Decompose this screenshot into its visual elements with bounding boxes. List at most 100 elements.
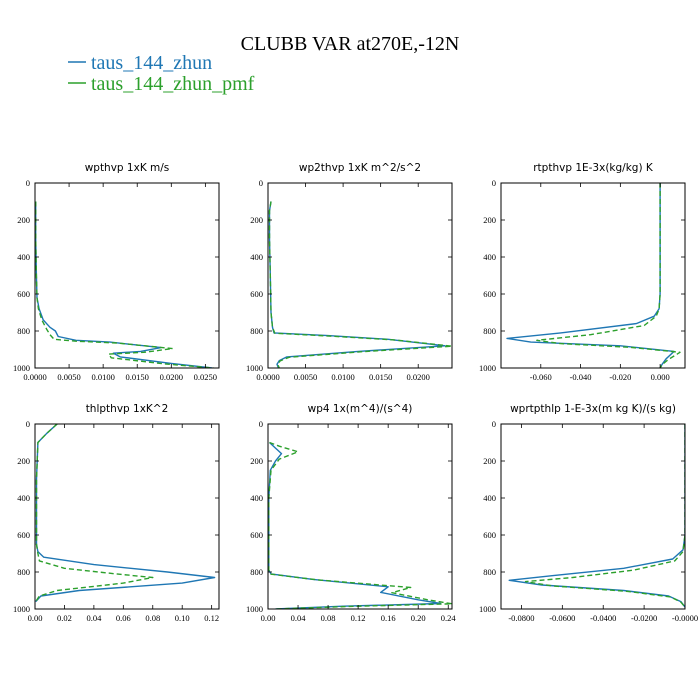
- x-tick-label: 0.000: [651, 372, 670, 382]
- y-tick-label: 400: [483, 252, 496, 262]
- series-line-2: [536, 183, 681, 368]
- y-tick-label: 800: [250, 567, 263, 577]
- y-tick-label: 200: [17, 456, 30, 466]
- chart-panel-2: wp2thvp 1xK m^2/s^2020040060080010000.00…: [246, 162, 453, 382]
- y-tick-label: 0: [259, 419, 263, 429]
- x-tick-label: 0.0050: [294, 372, 317, 382]
- plot-frame: [500, 423, 686, 610]
- figure-title: CLUBB VAR at270E,-12N: [241, 33, 460, 55]
- series-line-2: [35, 201, 214, 368]
- y-tick-label: 400: [483, 493, 496, 503]
- x-tick-label: 0.0000: [256, 372, 279, 382]
- x-tick-label: 0.0150: [369, 372, 392, 382]
- x-tick-label: 0.10: [175, 613, 190, 623]
- chart-title: wp2thvp 1xK m^2/s^2: [299, 162, 421, 174]
- series-group: [268, 441, 452, 609]
- y-tick-label: 800: [17, 567, 30, 577]
- series-line-2: [35, 424, 154, 602]
- series-group: [506, 183, 681, 368]
- legend-entry-1: taus_144_zhun: [68, 52, 212, 74]
- chart-title: thlpthvp 1xK^2: [86, 403, 169, 415]
- y-tick-label: 0: [492, 419, 496, 429]
- x-tick-label: 0.0200: [160, 372, 183, 382]
- y-tick-label: 1000: [246, 363, 263, 373]
- x-tick-label: 0.0000: [23, 372, 46, 382]
- y-tick-label: 600: [17, 530, 30, 540]
- series-line-2: [268, 201, 452, 368]
- y-tick-label: 1000: [13, 363, 30, 373]
- series-line-2: [268, 441, 452, 609]
- x-tick-label: 0.12: [351, 613, 366, 623]
- x-tick-label: 0.0100: [331, 372, 354, 382]
- chart-title: wprtpthlp 1-E-3x(m kg K)/(s kg): [510, 403, 676, 415]
- y-tick-label: 400: [17, 252, 30, 262]
- series-line-1: [506, 183, 675, 368]
- y-tick-label: 600: [483, 530, 496, 540]
- y-tick-label: 1000: [479, 604, 496, 614]
- y-tick-label: 800: [483, 326, 496, 336]
- x-tick-label: 0.08: [145, 613, 160, 623]
- chart-title: wp4 1x(m^4)/(s^4): [308, 403, 413, 415]
- x-tick-label: 0.0100: [91, 372, 114, 382]
- x-tick-label: 0.04: [86, 613, 102, 623]
- y-tick-label: 600: [17, 289, 30, 299]
- series-group: [35, 424, 216, 603]
- y-tick-label: 600: [483, 289, 496, 299]
- series-group: [268, 201, 452, 368]
- y-tick-label: 0: [26, 419, 30, 429]
- y-tick-label: 800: [17, 326, 30, 336]
- y-tick-label: 800: [483, 567, 496, 577]
- x-tick-label: -0.0800: [508, 613, 534, 623]
- x-tick-label: 0.0050: [57, 372, 80, 382]
- plot-frame: [34, 182, 220, 369]
- series-line-1: [508, 424, 685, 608]
- plot-frame: [267, 182, 453, 369]
- x-tick-label: -0.0400: [590, 613, 616, 623]
- legend-label-1: taus_144_zhun: [91, 52, 212, 74]
- x-tick-label: 0.00: [261, 613, 276, 623]
- y-tick-label: 1000: [479, 363, 496, 373]
- x-tick-label: -0.0000: [672, 613, 698, 623]
- x-tick-label: 0.02: [57, 613, 72, 623]
- legend-label-2: taus_144_zhun_pmf: [91, 73, 255, 95]
- x-tick-label: -0.0600: [549, 613, 575, 623]
- y-tick-label: 0: [492, 178, 496, 188]
- x-tick-label: 0.00: [28, 613, 43, 623]
- x-tick-label: 0.04: [291, 613, 307, 623]
- x-tick-label: 0.0200: [407, 372, 430, 382]
- y-tick-label: 200: [483, 456, 496, 466]
- y-tick-label: 1000: [246, 604, 263, 614]
- x-tick-label: -0.020: [609, 372, 631, 382]
- y-tick-label: 200: [483, 215, 496, 225]
- legend: taus_144_zhun taus_144_zhun_pmf: [68, 52, 255, 95]
- y-tick-label: 200: [17, 215, 30, 225]
- y-tick-label: 1000: [13, 604, 30, 614]
- x-tick-label: -0.060: [530, 372, 552, 382]
- y-tick-label: 400: [250, 493, 263, 503]
- chart-panel-6: wprtpthlp 1-E-3x(m kg K)/(s kg) 0 200 400 60…: [479, 403, 698, 623]
- y-tick-label: 0: [26, 178, 30, 188]
- chart-panel-3: rtpthvp 1E-3x(kg/kg) K 0 200 400 600 800 1000 -…: [479, 162, 686, 382]
- x-tick-label: 0.24: [441, 613, 457, 623]
- x-tick-label: 0.08: [321, 613, 336, 623]
- chart-title: wpthvp 1xK m/s: [85, 162, 170, 174]
- x-tick-label: 0.0250: [194, 372, 217, 382]
- x-tick-label: 0.06: [116, 613, 131, 623]
- y-tick-label: 400: [17, 493, 30, 503]
- y-tick-label: 0: [259, 178, 263, 188]
- plot-frame: [500, 182, 686, 369]
- y-tick-label: 200: [250, 215, 263, 225]
- series-group: [508, 424, 685, 608]
- y-tick-label: 800: [250, 326, 263, 336]
- x-tick-label: -0.040: [570, 372, 592, 382]
- x-tick-label: 0.12: [204, 613, 219, 623]
- legend-entry-2: taus_144_zhun_pmf: [68, 73, 255, 95]
- plot-frame: [267, 423, 453, 610]
- series-line-1: [268, 441, 442, 609]
- x-tick-label: 0.20: [411, 613, 426, 623]
- x-tick-label: -0.0200: [631, 613, 657, 623]
